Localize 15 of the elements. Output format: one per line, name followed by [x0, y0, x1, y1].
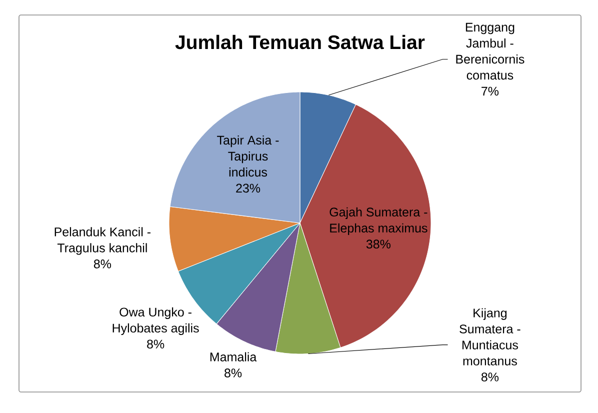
data-label: 8% — [147, 340, 164, 349]
slice-label: Kijang Sumatera - Muntiacus montanus — [460, 308, 520, 366]
data-label: 7% — [482, 86, 499, 96]
slice-label: Gajah Sumatera - Elephas maximus — [330, 207, 428, 235]
slice-label: Mamalia — [210, 352, 257, 362]
data-label: 23% — [236, 184, 260, 193]
data-label: 8% — [94, 260, 112, 268]
chart-title: Jumlah Temuan Satwa Liar — [175, 34, 425, 50]
slice-label: Pelanduk Kancil - Tragulus kanchil — [54, 227, 150, 255]
slice-label: Owa Ungko - Hylobates agilis — [112, 307, 199, 336]
data-label: 8% — [224, 368, 242, 378]
data-label: 38% — [366, 240, 390, 249]
data-label: 8% — [481, 372, 499, 382]
slice-label: Tapir Asia - Tapirus indicus — [217, 135, 279, 177]
slice-label: Enggang Jambul - Berenicornis comatus — [456, 22, 524, 80]
